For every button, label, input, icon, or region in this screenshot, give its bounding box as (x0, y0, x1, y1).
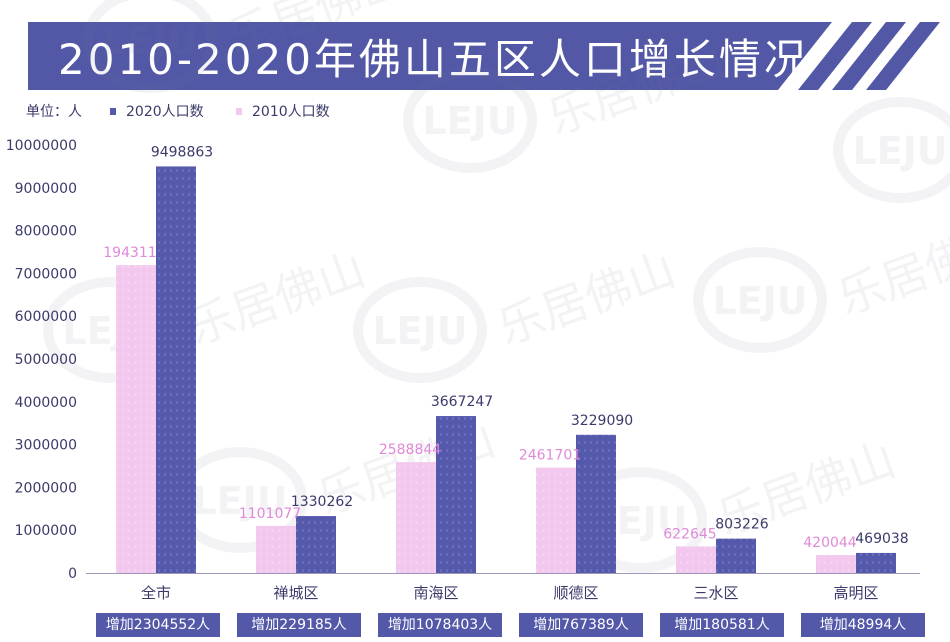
watermark-logo-ring (353, 277, 487, 383)
y-tick-label: 10000000 (6, 138, 77, 154)
unit-label: 单位：人 (26, 104, 82, 120)
increase-tag-shunde: 增加767389人 (519, 613, 643, 637)
bar-2020-5 (856, 552, 896, 573)
y-tick-label: 1000000 (15, 523, 77, 539)
watermark-text: 乐居佛山 (541, 32, 732, 146)
bar-2010-2 (396, 462, 436, 573)
bar-2020-3 (576, 434, 616, 573)
x-tick-label: 全市 (141, 584, 171, 602)
data-label-2020-1: 1330262 (291, 494, 353, 510)
data-label-2020-0: 9498863 (151, 144, 213, 160)
watermark-logo-text: LEJU (712, 279, 807, 323)
bar-2020-2 (436, 416, 476, 573)
bar-2020-4 (716, 538, 756, 573)
watermark-text: 乐居佛山 (831, 212, 950, 326)
watermark-logo-ring (403, 67, 537, 173)
bar-2010-4 (676, 546, 716, 573)
data-label-2010-1: 1101077 (239, 506, 301, 522)
data-label-2010-4: 622645 (663, 526, 716, 542)
legend-2020: 2020人口数 (110, 101, 204, 121)
increase-tag-sanshui: 增加180581人 (660, 613, 784, 637)
title-banner (28, 22, 940, 90)
bar-2020-1 (296, 516, 336, 573)
increase-tag-nanhai: 增加1078403人 (378, 613, 502, 637)
watermark-logo-text: LEJU (192, 479, 287, 523)
watermark-logo-ring (693, 247, 827, 353)
data-label-2020-4: 803226 (715, 517, 769, 533)
legend-2010: 2010人口数 (236, 101, 330, 121)
bar-2010-0 (116, 265, 156, 573)
increase-tag-all: 增加2304552人 (96, 613, 220, 637)
y-tick-label: 4000000 (15, 395, 77, 411)
y-tick-label: 0 (68, 566, 77, 582)
y-tick-label: 9000000 (15, 181, 77, 197)
data-label-2010-3: 2461701 (519, 448, 581, 464)
bar-2010-3 (536, 467, 576, 573)
data-label-2010-0: 194311 (103, 245, 156, 261)
watermark-logo-ring (833, 97, 950, 203)
bar-2010-1 (256, 525, 296, 573)
y-tick-label: 6000000 (15, 309, 77, 325)
watermark-logo-text: LEJU (852, 129, 947, 173)
watermark-logo-ring (83, 0, 217, 93)
data-label-2020-2: 3667247 (431, 394, 493, 410)
watermark-logo-text: LEJU (422, 99, 517, 143)
bar-2010-5 (816, 555, 856, 573)
bar-2020-0 (156, 166, 196, 573)
y-tick-label: 8000000 (15, 224, 77, 240)
data-label-2020-3: 3229090 (571, 413, 633, 429)
increase-tag-chancheng: 增加229185人 (237, 613, 361, 637)
x-tick-label: 南海区 (413, 584, 458, 602)
legend-swatch-2010 (236, 107, 242, 115)
x-tick-label: 禅城区 (273, 584, 318, 602)
y-tick-label: 5000000 (15, 352, 77, 368)
legend-label-2010: 2010人口数 (252, 104, 330, 120)
watermark-text: 乐居佛山 (221, 0, 412, 65)
data-label-2010-5: 420044 (803, 535, 857, 551)
y-tick-label: 2000000 (15, 480, 77, 496)
x-tick-label: 三水区 (693, 584, 738, 602)
legend-swatch-2020 (110, 107, 116, 115)
watermark-logo-text: LEJU (102, 19, 197, 63)
x-tick-label: 顺德区 (553, 584, 598, 602)
data-label-2010-2: 2588844 (379, 442, 441, 458)
watermark-text: 乐居佛山 (491, 242, 682, 356)
legend-label-2020: 2020人口数 (126, 104, 204, 120)
y-tick-label: 7000000 (15, 266, 77, 282)
y-tick-label: 3000000 (15, 438, 77, 454)
chart-title: 2010-2020年佛山五区人口增长情况 (58, 35, 809, 84)
watermark-text: 乐居佛山 (181, 242, 372, 356)
data-label-2020-5: 469038 (855, 531, 908, 547)
watermark-logo-text: LEJU (372, 309, 467, 353)
x-tick-label: 高明区 (833, 584, 878, 602)
increase-tag-gaoming: 增加48994人 (801, 613, 925, 637)
